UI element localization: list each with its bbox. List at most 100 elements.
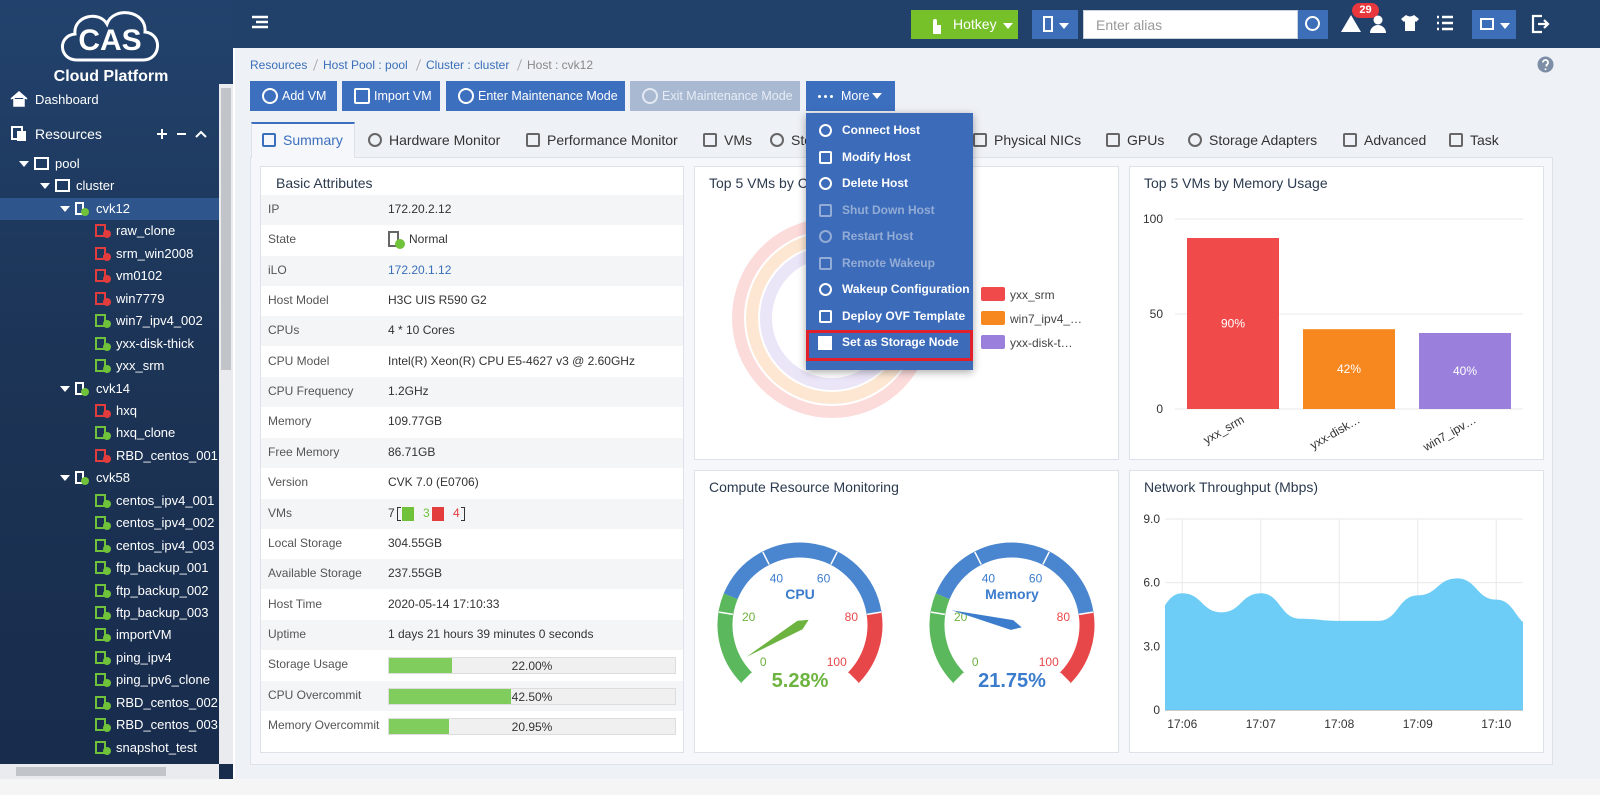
menu-item[interactable]: Wakeup Configuration [842,282,970,296]
toolbar-button[interactable]: Enter Maintenance Mode [446,81,625,111]
attr-value: CVK 7.0 (E0706) [388,475,479,490]
tree-label[interactable]: centos_ipv4_003 [116,537,215,553]
tree-toggle[interactable] [60,385,70,392]
progress-track: 22.00% [388,657,676,675]
row-stripe [261,255,683,286]
toolbar-button[interactable]: Import VM [342,81,440,111]
tree-toggle[interactable] [40,183,50,190]
tree-label[interactable]: hxq [116,402,137,418]
gauge-tick [953,672,965,684]
tree-label[interactable]: yxx_srm [116,358,165,374]
view-button[interactable] [1032,10,1078,39]
menu-item[interactable]: Set as Storage Node [842,335,959,349]
tree-label[interactable]: snapshot_test [116,739,197,755]
help-icon[interactable] [1537,56,1554,73]
menu-item[interactable]: Connect Host [842,123,920,137]
menu-item[interactable]: Modify Host [842,149,911,164]
breadcrumb-item[interactable]: Resources [250,58,308,72]
h-scrollbar-thumb[interactable] [16,767,166,776]
list-icon[interactable] [1436,15,1454,31]
tab-label[interactable]: Physical NICs [994,132,1082,148]
tab-label[interactable]: Storage Adapters [1209,132,1318,148]
gauge-tick [741,672,753,684]
tree-label[interactable]: importVM [116,627,172,643]
vm-status-dot [103,567,111,576]
attr-link[interactable]: 172.20.1.12 [388,262,452,277]
gauge-tick [830,551,838,565]
tree-toggle[interactable] [60,475,70,482]
tab-label[interactable]: GPUs [1127,132,1165,148]
layout-button[interactable] [1472,10,1516,39]
progress-label: 20.95% [511,719,553,734]
button-icon [458,88,474,104]
tree-label[interactable]: ftp_backup_001 [116,560,209,576]
gauge-needle [746,619,809,657]
tree-label[interactable]: ping_ipv4 [116,649,172,665]
tree-toggle[interactable] [60,205,70,212]
tab-label[interactable]: Task [1470,132,1499,148]
tab-label[interactable]: VMs [724,132,752,148]
gauge-tick-label: 80 [845,610,859,624]
tree-label[interactable]: win7779 [116,290,165,306]
tree-toggle[interactable] [19,161,29,167]
tree-label[interactable]: cvk14 [96,380,130,396]
tree-label[interactable]: ping_ipv6_clone [116,672,210,688]
gauge-needle [951,610,1022,630]
tree-label[interactable]: raw_clone [116,223,176,239]
resources-header[interactable]: Resources [35,126,102,142]
legend-label: win7_ipv4_… [1009,312,1082,326]
logout-shape [1531,14,1550,34]
tab-label[interactable]: Summary [283,132,343,148]
breadcrumb-item[interactable]: Host Pool : pool [323,58,408,72]
user-icon[interactable] [1369,14,1387,34]
hotkey-button[interactable]: Hotkey [911,10,1018,39]
row-stripe [261,316,683,347]
tree-label[interactable]: vm0102 [116,268,163,284]
tab-label[interactable]: Hardware Monitor [389,132,501,148]
tree-label[interactable]: RBD_centos_003 [116,717,218,733]
attr-value: 4 * 10 Cores [388,323,455,338]
tree-label[interactable]: RBD_centos_001 [116,447,218,463]
tree-label[interactable]: RBD_centos_002 [116,694,218,710]
tree-label[interactable]: srm_win2008 [116,245,194,261]
toolbar-button[interactable]: More [806,81,895,111]
tree-label[interactable]: hxq_clone [116,425,176,441]
toolbar-button[interactable]: Add VM [250,81,337,111]
tab-label[interactable]: Performance Monitor [547,132,678,148]
skin-icon[interactable] [1400,14,1420,32]
tree-label[interactable]: pool [55,156,80,171]
tree: pool cluster cvk12 raw_clone srm_win2008 vm01… [0,0,220,779]
logo: CAS [61,11,159,62]
attr-value: Intel(R) Xeon(R) CPU E5-4627 v3 @ 2.60GH… [388,353,635,368]
logout-icon[interactable] [1530,14,1550,34]
tree-tool-icons[interactable] [157,129,207,139]
tree-label[interactable]: cluster [76,178,115,194]
tree-label[interactable]: win7_ipv4_002 [116,313,203,329]
tree-label[interactable]: yxx-disk-thick [116,335,195,351]
tab-icon [368,133,382,147]
menu-toggle[interactable] [251,15,269,31]
tree-label[interactable]: cvk12 [96,200,130,216]
menu-item[interactable]: Delete Host [842,176,909,190]
attr-value: 237.55GB [388,566,443,581]
y-tick-label: 0 [1156,402,1163,416]
dashboard-link[interactable]: Dashboard [35,92,99,107]
attr-value: 109.77GB [388,414,443,429]
vm-status-dot [103,297,111,306]
attr-value: Normal [409,232,448,247]
tab-active [251,122,355,158]
scrollbar-thumb[interactable] [221,88,231,370]
tree-label[interactable]: ftp_backup_002 [116,582,209,598]
tree-label[interactable]: ftp_backup_003 [116,605,209,620]
tree-label[interactable]: cvk58 [96,470,130,486]
alert-icon[interactable] [1340,12,1362,34]
tree-label[interactable]: centos_ipv4_002 [116,515,215,531]
menu-item[interactable]: Deploy OVF Template [842,308,966,323]
view-icon [1043,16,1053,32]
tree-label[interactable]: centos_ipv4_001 [116,492,215,508]
search-button[interactable] [1298,10,1328,39]
breadcrumb-item[interactable]: Cluster : cluster [426,58,510,72]
tab-label[interactable]: Advanced [1364,132,1427,148]
search-input[interactable]: Enter alias [1083,10,1298,39]
tab-icon [703,133,717,147]
